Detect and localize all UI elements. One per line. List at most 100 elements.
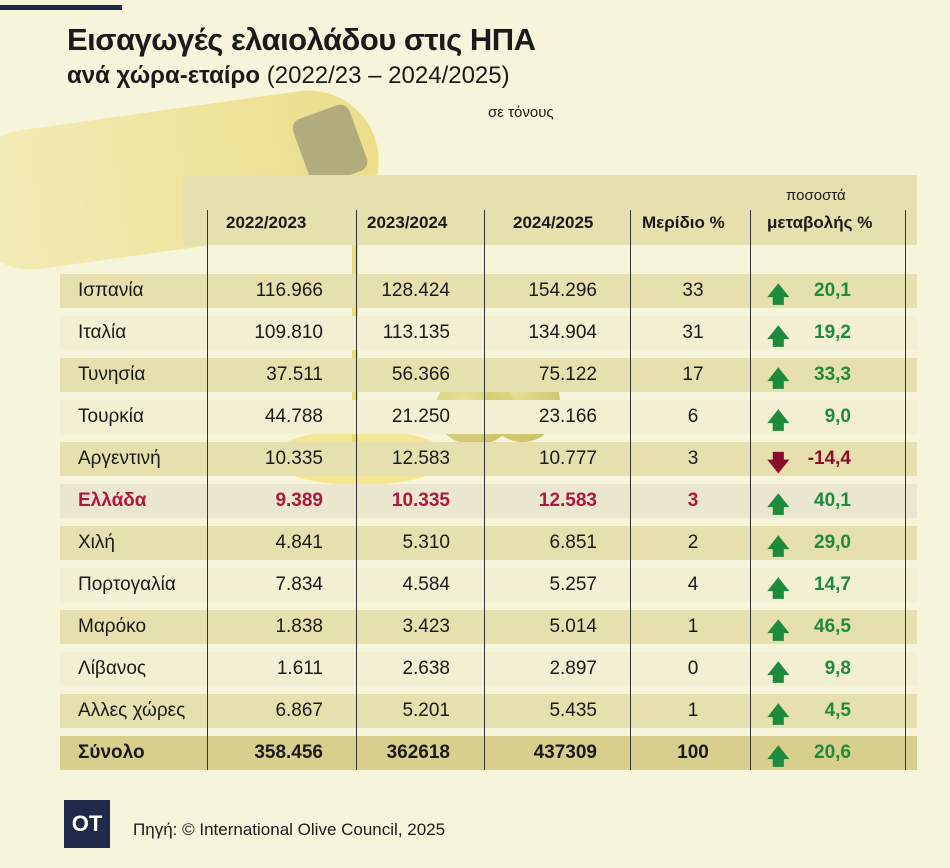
share-value: 3 [687,448,699,469]
value-2023-2024: 21.250 [391,406,450,427]
table-row: Χιλή 4.841 5.310 6.851 2 🡅 29,0 [60,526,917,560]
change-value: 46,5 [814,616,851,637]
value-2024-2025: 437309 [533,742,597,763]
column-divider [484,210,485,770]
share-value: 1 [687,616,699,637]
table-row: Ιταλία 109.810 113.135 134.904 31 🡅 19,2 [60,316,917,350]
change-value: 20,6 [814,742,851,763]
header-2023: 2023/2024 [367,213,448,232]
value-2022-2023: 109.810 [254,322,323,343]
country-name: Σύνολο [78,742,145,763]
value-2023-2024: 113.135 [382,322,450,343]
unit-label: σε τόνους [488,104,554,121]
value-2022-2023: 10.335 [264,448,323,469]
country-name: Αργεντινή [78,448,161,469]
change-value: 19,2 [814,322,851,343]
arrow-down-icon: 🡇 [767,450,790,475]
subtitle-bold: ανά χώρα-εταίρο [67,62,261,89]
subtitle: ανά χώρα-εταίρο (2022/23 – 2024/2025) [67,62,510,90]
value-2024-2025: 12.583 [538,490,597,511]
table-row: Ισπανία 116.966 128.424 154.296 33 🡅 20,1 [60,274,917,308]
arrow-up-icon: 🡅 [767,618,790,643]
value-2023-2024: 12.583 [391,448,450,469]
change-value: 9,8 [824,658,851,679]
table-row: Μαρόκο 1.838 3.423 5.014 1 🡅 46,5 [60,610,917,644]
arrow-up-icon: 🡅 [767,492,790,517]
table-row: Τυνησία 37.511 56.366 75.122 17 🡅 33,3 [60,358,917,392]
change-value: 40,1 [814,490,851,511]
share-value: 4 [687,574,699,595]
share-value: 17 [682,364,704,385]
arrow-up-icon: 🡅 [767,408,790,433]
header-change-line2: μεταβολής % [767,213,873,232]
value-2023-2024: 128.424 [381,280,450,301]
share-value: 0 [687,658,699,679]
country-name: Πορτογαλία [78,574,176,595]
value-2023-2024: 362618 [386,742,450,763]
share-value: 33 [682,280,704,301]
arrow-up-icon: 🡅 [767,576,790,601]
header-share: Μερίδιο % [642,213,725,232]
column-divider [750,210,751,770]
arrow-up-icon: 🡅 [767,366,790,391]
value-2023-2024: 5.201 [402,700,450,721]
arrow-up-icon: 🡅 [767,282,790,307]
table-row: Αργεντινή 10.335 12.583 10.777 3 🡇 -14,4 [60,442,917,476]
value-2022-2023: 4.841 [275,532,323,553]
top-accent-bar [0,5,122,10]
column-divider [630,210,631,770]
change-value: 29,0 [814,532,851,553]
share-value: 2 [687,532,699,553]
country-name: Ελλάδα [78,490,147,511]
value-2022-2023: 1.838 [275,616,323,637]
arrow-up-icon: 🡅 [767,702,790,727]
value-2023-2024: 4.584 [402,574,450,595]
header-change-line1: ποσοστά [786,187,846,204]
value-2022-2023: 7.834 [275,574,323,595]
share-value: 31 [682,322,704,343]
page-title: Εισαγωγές ελαιολάδου στις ΗΠΑ [67,22,536,57]
value-2024-2025: 154.296 [528,280,597,301]
value-2022-2023: 116.966 [255,280,323,301]
arrow-up-icon: 🡅 [767,534,790,559]
country-name: Μαρόκο [78,616,147,637]
change-value: 4,5 [824,700,851,721]
country-name: Χιλή [78,532,115,553]
oil-stream-illustration [352,175,358,455]
value-2022-2023: 358.456 [254,742,323,763]
value-2024-2025: 5.435 [549,700,597,721]
share-value: 100 [677,742,709,763]
value-2022-2023: 9.389 [275,490,323,511]
value-2024-2025: 23.166 [538,406,597,427]
share-value: 3 [687,490,699,511]
value-2023-2024: 3.423 [402,616,450,637]
total-row: Σύνολο 358.456 362618 437309 100 🡅 20,6 [60,736,917,770]
table-row: Τουρκία 44.788 21.250 23.166 6 🡅 9,0 [60,400,917,434]
value-2024-2025: 75.122 [538,364,597,385]
table-row: Αλλες χώρες 6.867 5.201 5.435 1 🡅 4,5 [60,694,917,728]
value-2024-2025: 5.014 [549,616,597,637]
arrow-up-icon: 🡅 [767,324,790,349]
value-2024-2025: 6.851 [549,532,597,553]
country-name: Λίβανος [78,658,147,679]
change-value: 33,3 [814,364,851,385]
table-row: Λίβανος 1.611 2.638 2.897 0 🡅 9,8 [60,652,917,686]
value-2024-2025: 10.777 [538,448,597,469]
share-value: 6 [687,406,699,427]
value-2024-2025: 2.897 [549,658,597,679]
country-name: Ισπανία [78,280,144,301]
source-note: Πηγή: © International Olive Council, 202… [133,820,446,839]
country-name: Τουρκία [78,406,144,427]
value-2022-2023: 37.511 [266,364,323,385]
arrow-up-icon: 🡅 [767,744,790,769]
value-2022-2023: 6.867 [275,700,323,721]
value-2023-2024: 56.366 [391,364,450,385]
value-2023-2024: 5.310 [402,532,450,553]
value-2024-2025: 134.904 [528,322,597,343]
value-2023-2024: 2.638 [402,658,450,679]
change-value: -14,4 [807,448,851,469]
arrow-up-icon: 🡅 [767,660,790,685]
share-value: 1 [687,700,699,721]
country-name: Τυνησία [78,364,146,385]
change-value: 14,7 [814,574,851,595]
